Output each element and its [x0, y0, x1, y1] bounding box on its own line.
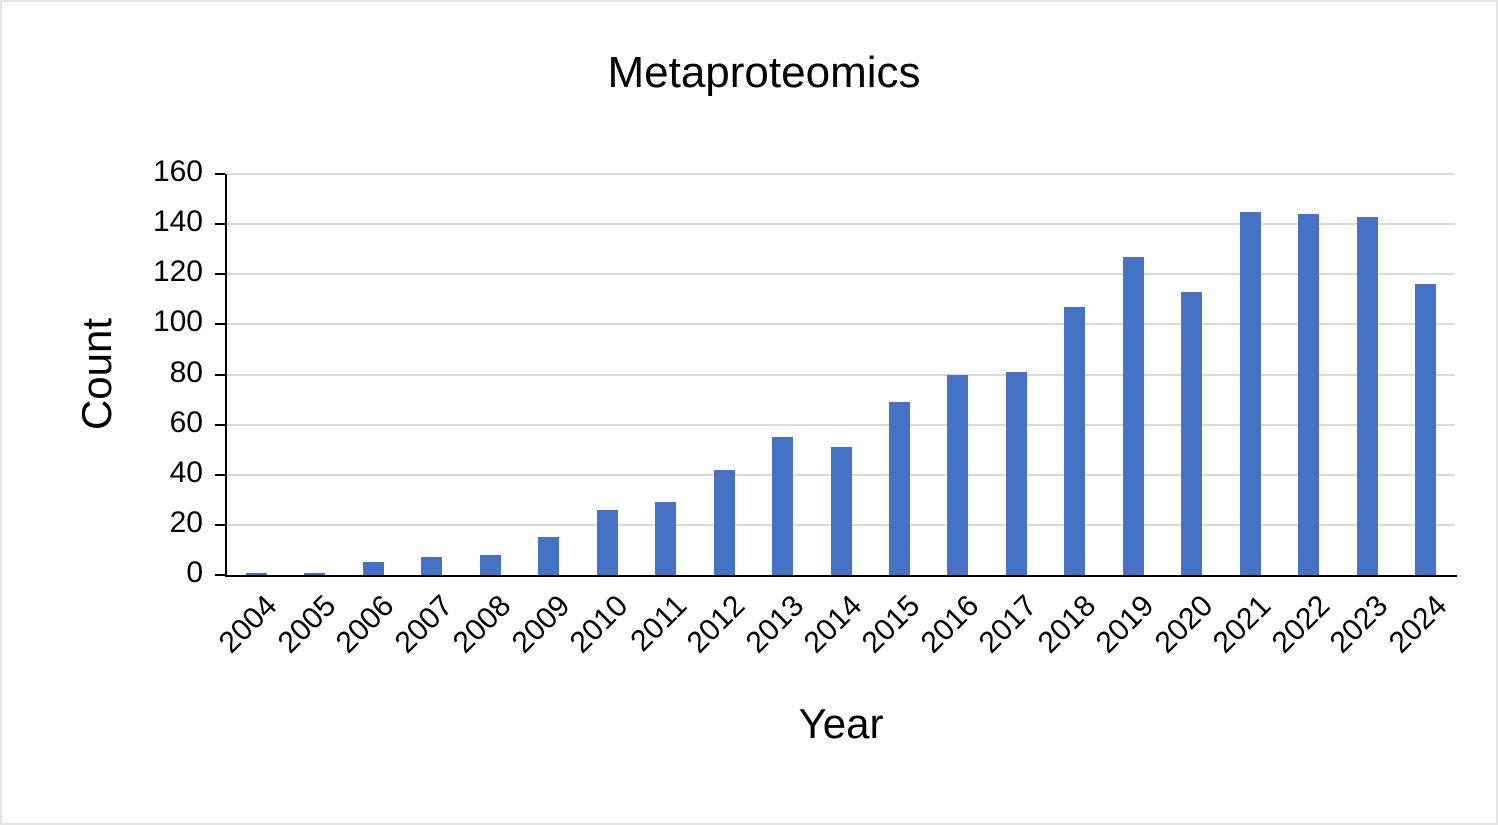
x-axis-tick-label-2015: 2015: [856, 589, 927, 660]
x-axis-tick-label-2012: 2012: [680, 589, 752, 660]
bar-2021: [1239, 211, 1261, 575]
y-axis-line: [225, 174, 227, 577]
x-axis-line: [225, 575, 1457, 577]
y-axis-title: Count: [73, 317, 120, 431]
gridline-140: [227, 223, 1455, 226]
bar-2016: [947, 374, 969, 575]
bar-2007: [421, 557, 443, 575]
bar-2023: [1356, 216, 1378, 575]
y-axis-tick-label-40: 40: [169, 455, 203, 489]
chart-title: Metaproteomics: [607, 48, 921, 97]
plot-area: [227, 173, 1455, 575]
x-axis-tick-label-2014: 2014: [797, 589, 869, 660]
bar-2009: [538, 537, 560, 575]
bar-2014: [830, 447, 852, 575]
x-axis-title: Year: [798, 700, 884, 747]
y-axis-tick-label-80: 80: [169, 355, 203, 389]
gridline-80: [227, 373, 1455, 376]
y-axis-tick-label-160: 160: [152, 155, 203, 188]
bar-2024: [1415, 284, 1437, 575]
x-axis-tick-label-2016: 2016: [914, 589, 986, 660]
x-axis-tick-label-2023: 2023: [1324, 589, 1395, 660]
y-axis-tick-label-20: 20: [169, 505, 203, 539]
x-axis-tick-label-2020: 2020: [1148, 589, 1220, 660]
y-axis-tick-120: [215, 273, 225, 276]
y-axis-tick-60: [215, 423, 225, 426]
y-axis-tick-20: [215, 523, 225, 526]
y-axis-tick-label-140: 140: [152, 205, 203, 239]
y-axis-tick-label-120: 120: [152, 255, 203, 289]
bar-2006: [362, 562, 384, 575]
x-axis-tick-label-2011: 2011: [623, 589, 693, 658]
x-axis-tick-label-2019: 2019: [1090, 589, 1161, 660]
bar-2008: [479, 554, 501, 575]
x-axis-tick-label-2024: 2024: [1382, 589, 1454, 660]
y-axis-tick-0: [215, 574, 225, 576]
y-axis-tick-label-0: 0: [186, 556, 203, 589]
bar-2017: [1005, 372, 1027, 575]
x-axis-tick-label-2021: 2021: [1207, 589, 1278, 660]
x-axis-tick-label-2022: 2022: [1265, 589, 1337, 660]
x-axis-tick-label-2005: 2005: [271, 589, 343, 660]
x-axis-tick-label-2018: 2018: [1031, 589, 1103, 660]
x-axis-tick-label-2017: 2017: [973, 589, 1044, 660]
bar-2005: [304, 572, 326, 575]
y-axis-tick-40: [215, 473, 225, 476]
gridline-160: [227, 173, 1455, 175]
gridline-60: [227, 423, 1455, 426]
bar-2004: [245, 572, 267, 575]
bar-2015: [888, 402, 910, 575]
bar-2019: [1122, 256, 1144, 575]
y-axis-tick-label-100: 100: [152, 305, 203, 339]
bar-2010: [596, 509, 618, 575]
bar-2018: [1064, 306, 1086, 575]
x-axis-tick-label-2007: 2007: [388, 589, 459, 660]
y-axis-tick-label-60: 60: [169, 405, 203, 439]
x-axis-tick-label-2010: 2010: [563, 589, 635, 660]
bar-2011: [655, 502, 677, 575]
gridline-100: [227, 323, 1455, 326]
y-axis-tick-140: [215, 223, 225, 226]
y-axis-tick-160: [215, 173, 225, 175]
gridline-120: [227, 273, 1455, 276]
y-axis-tick-80: [215, 373, 225, 376]
bar-2013: [772, 437, 794, 575]
x-axis-tick-label-2008: 2008: [446, 589, 518, 660]
x-axis-tick-label-2009: 2009: [505, 589, 576, 660]
bar-2020: [1181, 291, 1203, 575]
x-axis-tick-label-2013: 2013: [739, 589, 810, 660]
bar-2022: [1298, 214, 1320, 575]
bar-2012: [713, 469, 735, 575]
x-axis-tick-label-2006: 2006: [329, 589, 401, 660]
y-axis-tick-100: [215, 323, 225, 326]
x-axis-tick-label-2004: 2004: [213, 589, 284, 660]
